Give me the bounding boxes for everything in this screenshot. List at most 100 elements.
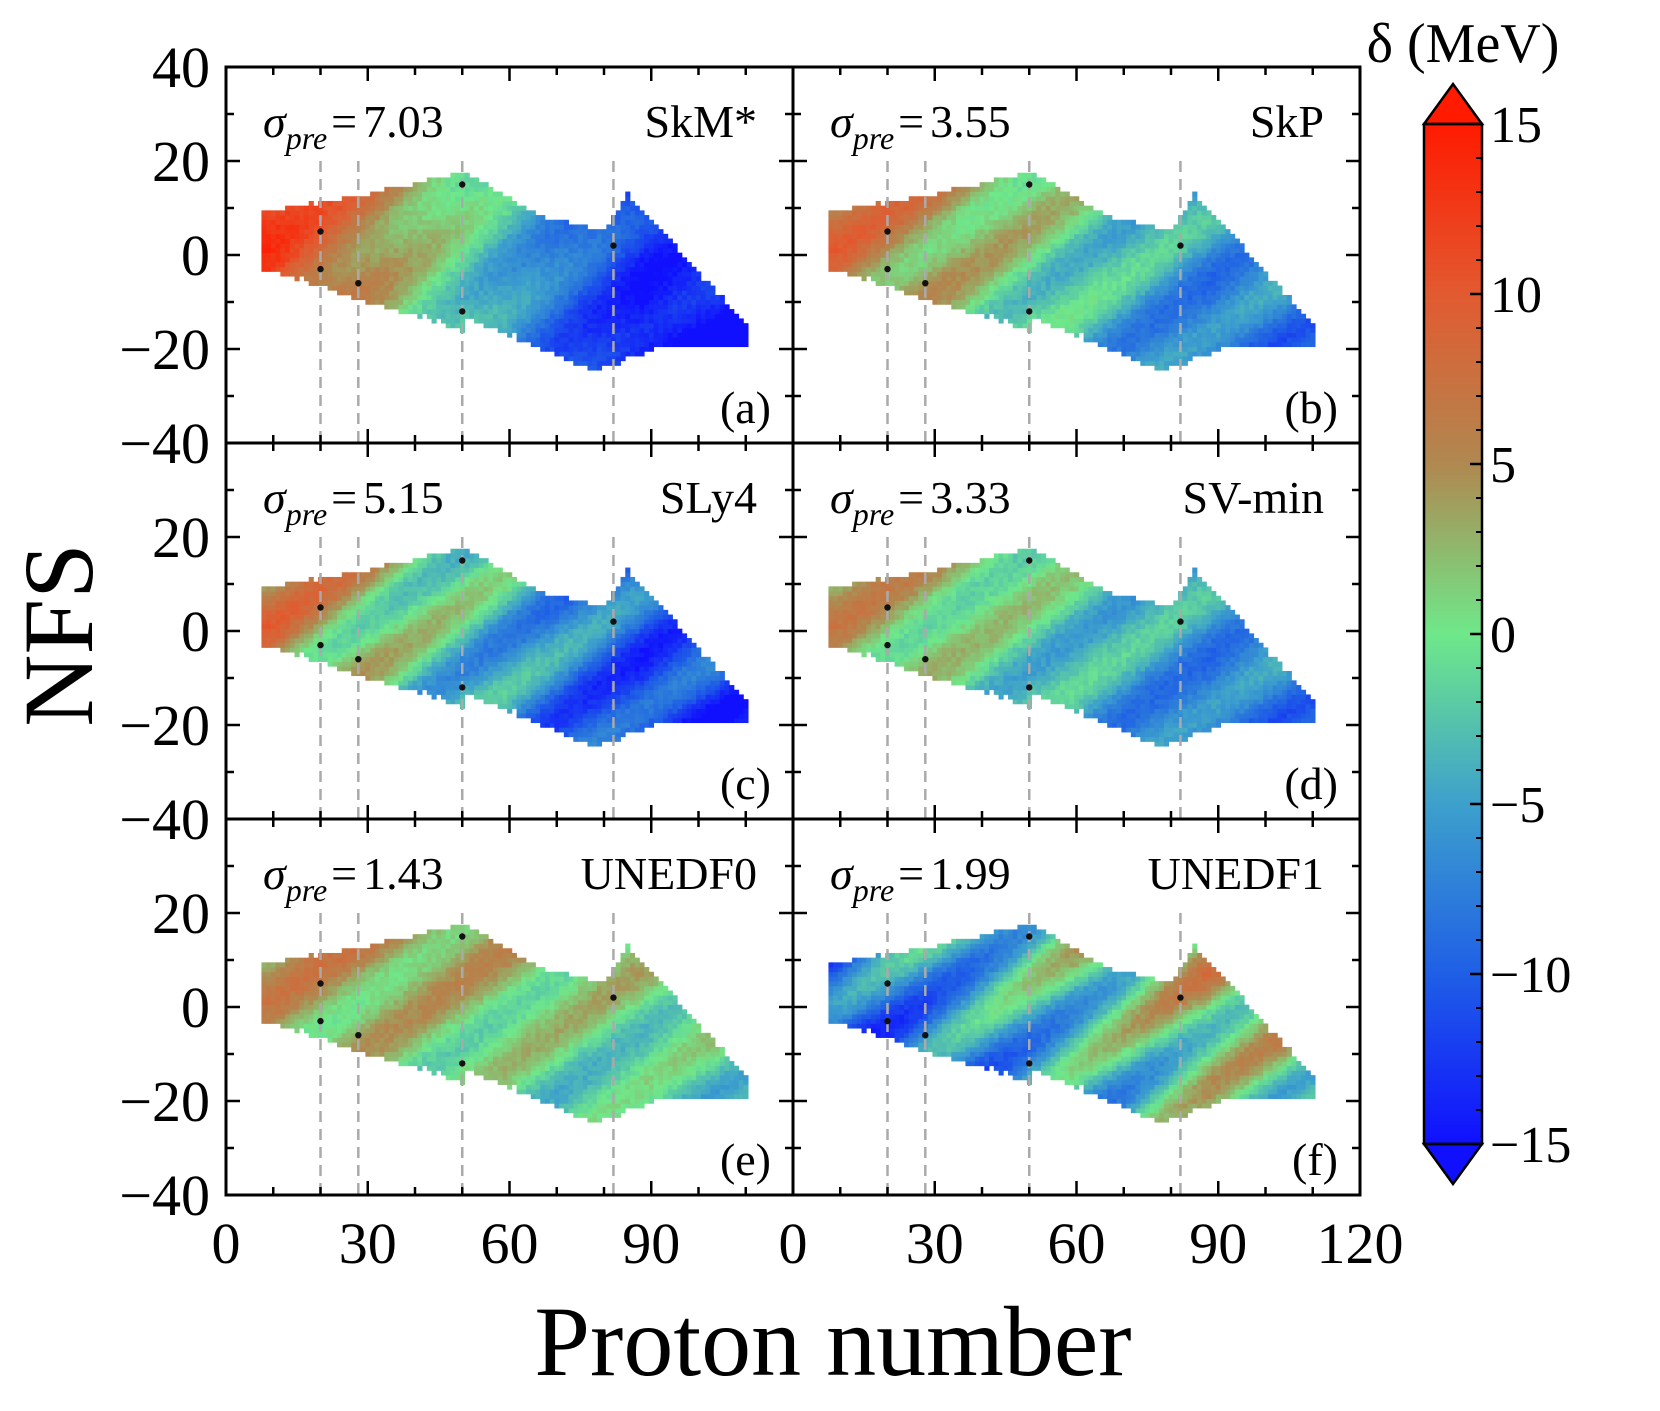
heat-cell (1135, 262, 1141, 268)
heat-cell (549, 313, 555, 319)
heat-cell (1007, 200, 1014, 207)
heat-cell (568, 233, 574, 239)
heat-cell (1041, 238, 1047, 244)
heat-cell (450, 233, 456, 239)
heat-cell (431, 271, 437, 277)
heat-cell (875, 215, 881, 221)
heat-cell (672, 266, 678, 272)
heat-cell (1154, 280, 1160, 286)
heat-cell (544, 285, 551, 291)
heat-cell (488, 285, 494, 291)
heat-cell (1239, 337, 1245, 343)
heat-cell (360, 271, 366, 277)
heat-cell (270, 243, 277, 249)
heat-cell (393, 219, 399, 225)
heat-cell (738, 341, 744, 348)
heat-cell (440, 304, 447, 310)
heat-cell (691, 266, 697, 272)
heat-cell (724, 313, 730, 319)
heat-cell (1012, 304, 1018, 310)
heat-cell (332, 219, 338, 225)
heat-cell (445, 280, 451, 286)
heat-cell (360, 294, 366, 301)
heat-cell (1050, 219, 1056, 225)
heat-cell (875, 219, 881, 225)
heat-cell (1211, 337, 1217, 343)
heat-cell (294, 224, 300, 230)
heat-cell (1069, 304, 1075, 310)
heat-cell (1163, 313, 1170, 319)
heat-cell (351, 252, 357, 258)
heat-cell (374, 252, 380, 258)
heat-cell (1211, 271, 1217, 277)
heat-cell (663, 252, 669, 258)
heat-cell (1192, 318, 1198, 324)
heat-cell (1059, 200, 1066, 207)
heat-cell (1206, 215, 1212, 221)
heat-cell (511, 323, 517, 329)
heat-cell (1163, 233, 1170, 239)
heat-cell (592, 276, 598, 282)
heat-cell (308, 210, 314, 216)
heat-cell (573, 280, 579, 286)
heat-cell (1159, 337, 1165, 343)
heat-cell (578, 266, 584, 272)
heat-cell (478, 276, 484, 282)
heat-cell (1097, 341, 1103, 348)
heat-cell (677, 252, 683, 258)
heat-cell (1192, 224, 1198, 230)
heat-cell (1196, 210, 1203, 216)
heat-cell (393, 290, 399, 296)
heat-cell (1159, 280, 1165, 286)
heat-cell (1050, 304, 1056, 310)
heat-cell (431, 280, 437, 286)
heat-cell (1064, 323, 1070, 329)
heat-cell (653, 337, 659, 343)
heat-cell (360, 262, 366, 268)
heat-cell (308, 243, 314, 249)
heat-cell (469, 247, 475, 254)
heat-cell (1182, 215, 1188, 221)
heat-cell (1017, 280, 1023, 286)
heat-cell (1097, 229, 1103, 235)
heat-cell (1253, 271, 1259, 277)
heat-cell (1130, 285, 1136, 291)
heat-cell (932, 299, 938, 305)
heat-cell (568, 313, 574, 319)
heat-cell (511, 210, 517, 216)
heat-cell (1196, 252, 1203, 258)
heat-cell (422, 299, 428, 305)
heat-cell (1102, 247, 1108, 254)
heat-cell (1031, 280, 1037, 286)
heat-cell (1064, 257, 1070, 263)
heat-cell (516, 337, 522, 343)
heat-cell (450, 172, 456, 178)
heat-cell (1111, 266, 1118, 272)
heat-cell (1178, 313, 1184, 319)
heat-cell (946, 257, 952, 263)
heat-cell (974, 252, 981, 258)
heat-cell (346, 243, 352, 249)
heat-cell (989, 210, 995, 216)
heat-cell (1017, 177, 1023, 183)
heat-cell (998, 252, 1004, 258)
heat-cell (1121, 346, 1127, 352)
heat-cell (1187, 280, 1193, 286)
heat-cell (894, 219, 900, 225)
heat-cell (1282, 332, 1288, 338)
heat-cell (459, 224, 466, 230)
heat-cell (587, 266, 593, 272)
heat-cell (445, 191, 451, 197)
heat-cell (478, 280, 484, 286)
heat-cell (563, 276, 569, 282)
heat-cell (1130, 247, 1136, 254)
heat-cell (417, 186, 423, 192)
heat-cell (691, 309, 697, 315)
heat-cell (601, 285, 607, 291)
heat-cell (332, 210, 338, 216)
heat-cell (648, 341, 655, 348)
heat-cell (993, 276, 999, 282)
heat-cell (979, 186, 985, 192)
heat-cell (1192, 262, 1198, 268)
heat-cell (516, 210, 522, 216)
